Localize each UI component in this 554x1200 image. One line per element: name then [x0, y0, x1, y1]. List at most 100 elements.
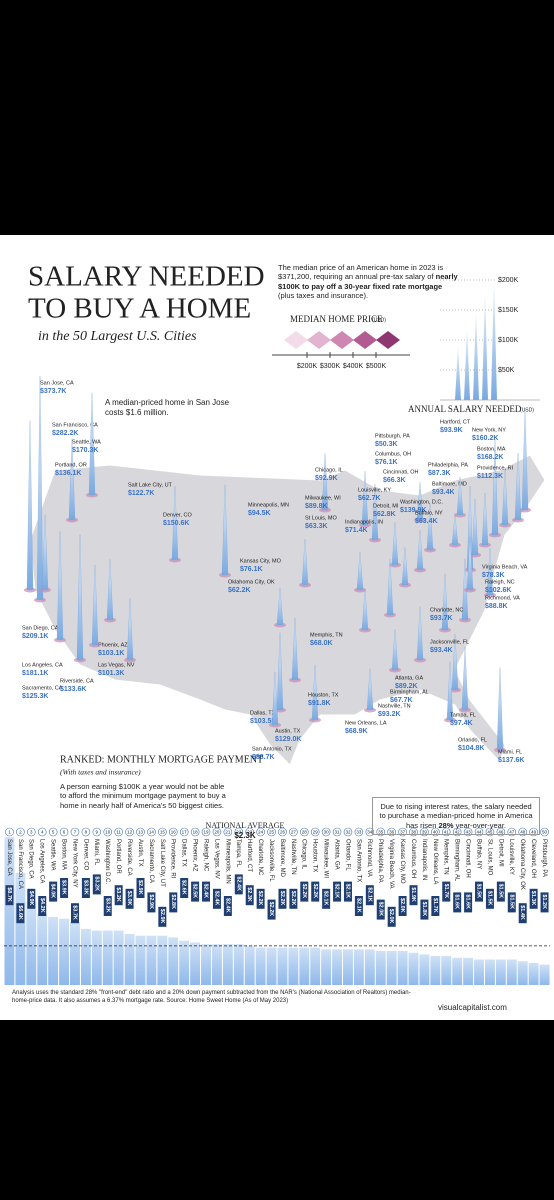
- value-box: [300, 881, 309, 902]
- value-box: [453, 892, 462, 913]
- bar-value: $3.3K: [82, 880, 88, 895]
- bar-value: $1.6K: [454, 894, 460, 909]
- city-label: Buffalo, NY: [415, 510, 443, 516]
- city-label: Chicago, IL: [315, 467, 343, 473]
- bar-category: Richmond, VA: [366, 839, 372, 877]
- bar-category: Phoenix, AZ: [192, 839, 198, 872]
- rank-badge: [59, 827, 69, 837]
- rank-badge: [147, 827, 156, 837]
- bar: [441, 956, 452, 985]
- city-value: $68.9K: [345, 728, 368, 735]
- bar: [353, 949, 364, 985]
- city-value: $88.7K: [252, 754, 275, 761]
- title-line: TO BUY A HOME: [28, 293, 251, 325]
- price-tick-label: $200K: [297, 363, 318, 370]
- value-box: [245, 885, 254, 906]
- city-label: Miami, FL: [498, 749, 522, 755]
- rank-badge: [376, 827, 386, 837]
- rank-badge: [190, 827, 200, 837]
- city-label: San Francisco, CA: [52, 422, 98, 428]
- spike: [291, 617, 299, 681]
- value-box: [158, 906, 167, 927]
- city-label: San Antonio, TX: [252, 746, 292, 752]
- rank: 21: [225, 830, 231, 835]
- rank: 5: [52, 830, 55, 835]
- city-value: $89.2K: [395, 683, 418, 690]
- city-label: San Diego, CA: [22, 625, 59, 631]
- rank: 19: [204, 830, 210, 835]
- spike: [471, 498, 479, 556]
- city-label: Denver, CO: [163, 512, 192, 518]
- bar-category: Charlotte, NC: [257, 839, 263, 876]
- city-value: $102.6K: [485, 587, 511, 594]
- city-label: Boston, MA: [477, 446, 506, 452]
- bar-category: Denver, CO: [82, 839, 88, 871]
- rank-badge: [354, 827, 364, 837]
- bar-category: Memphis, TN: [443, 839, 449, 875]
- value-box: [518, 903, 527, 924]
- rank: 29: [313, 830, 319, 835]
- rank: 45: [487, 830, 493, 835]
- rank: 35: [378, 830, 384, 835]
- bar-value: $2.9K: [159, 909, 165, 924]
- rank-badge: [256, 827, 265, 837]
- value-box: [267, 899, 276, 920]
- spike: [481, 492, 489, 546]
- value-box: [234, 874, 243, 895]
- city-label: Tampa, FL: [450, 712, 476, 718]
- bar: [408, 952, 419, 985]
- city-label: Memphis, TN: [310, 632, 343, 638]
- bar-category: Portland, OR: [115, 839, 121, 874]
- city-label: Baltimore, MD: [432, 481, 467, 487]
- value-box: [92, 874, 101, 895]
- bar-category: Minneapolis, MN: [224, 839, 230, 884]
- legend-spike: [455, 346, 461, 400]
- rank: 13: [138, 830, 144, 835]
- city-label: Charlotte, NC: [430, 607, 463, 613]
- bar-category: Houston, TX: [312, 839, 318, 872]
- city-value: $282.2K: [52, 430, 78, 437]
- brand: visualcapitalist.com: [438, 1003, 507, 1012]
- rank-badge: [343, 827, 353, 837]
- bar-category: Orlando, FL: [344, 839, 350, 871]
- bar-value: $2.4K: [224, 898, 230, 913]
- bar-category: Jacksonville, FL: [268, 839, 274, 882]
- rank: 30: [324, 830, 330, 835]
- city-label: Richmond, VA: [485, 595, 520, 601]
- bar: [4, 837, 15, 985]
- rank-badge: [441, 827, 451, 837]
- rank: 24: [258, 830, 264, 835]
- bar: [179, 940, 190, 985]
- bar-category: Pittsburgh, PA: [541, 839, 547, 877]
- spike: [441, 573, 449, 631]
- bar: [168, 937, 179, 985]
- value-box: [540, 892, 549, 913]
- city-value: $170.3K: [72, 447, 98, 454]
- value-box: [431, 896, 440, 916]
- rank: 7: [74, 830, 77, 835]
- bar: [233, 944, 244, 985]
- bar: [37, 913, 48, 985]
- city-value: $63.3K: [305, 523, 328, 530]
- city-label: Nashville, TN: [378, 703, 411, 709]
- value-box: [38, 896, 47, 916]
- value-box: [169, 892, 178, 913]
- city-value: $88.8K: [485, 603, 508, 610]
- bar: [474, 959, 484, 985]
- spike: [416, 482, 424, 521]
- spike: [491, 438, 499, 536]
- bar-value: $1.9K: [410, 887, 416, 902]
- spike: [171, 486, 179, 561]
- city-value: $104.8K: [458, 745, 484, 752]
- bar-category: Seattle, WA: [50, 839, 56, 870]
- spike: [446, 661, 454, 721]
- bar: [343, 949, 353, 985]
- spike: [68, 438, 76, 521]
- city-value: $62.8K: [373, 511, 396, 518]
- city-label: Raleigh, NC: [485, 579, 515, 585]
- value-box: [81, 878, 90, 898]
- rank: 14: [149, 830, 155, 835]
- legend-tick-label: $50K: [498, 367, 515, 374]
- bar-value: $1.4K: [519, 905, 525, 920]
